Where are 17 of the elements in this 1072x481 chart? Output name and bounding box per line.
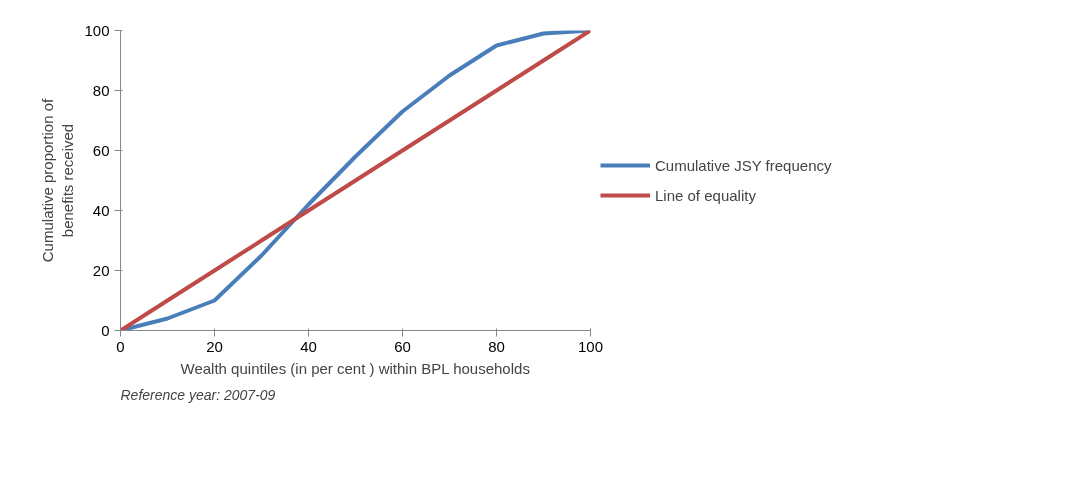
x-tick-label: 40 bbox=[300, 337, 317, 355]
y-tick-label: 40 bbox=[92, 201, 110, 219]
y-tick-label: 80 bbox=[92, 81, 110, 99]
x-tick-label: 20 bbox=[206, 337, 223, 355]
y-axis-title: Cumulative proportion of benefits received bbox=[39, 97, 77, 263]
legend-label: Line of equality bbox=[655, 186, 756, 204]
legend-label: Cumulative JSY frequency bbox=[655, 156, 832, 174]
y-tick-label: 100 bbox=[84, 21, 110, 39]
y-tick-label: 60 bbox=[92, 141, 110, 159]
x-tick-label: 0 bbox=[116, 337, 125, 355]
x-tick-label: 80 bbox=[488, 337, 505, 355]
x-axis-title: Wealth quintiles (in per cent ) within BPL households bbox=[180, 359, 530, 377]
x-tick-label: 60 bbox=[394, 337, 411, 355]
text: Reference year: 2007-09 bbox=[120, 386, 276, 403]
x-tick-label: 100 bbox=[577, 337, 604, 355]
y-tick-label: 0 bbox=[101, 321, 110, 339]
y-tick-label: 20 bbox=[92, 261, 110, 279]
